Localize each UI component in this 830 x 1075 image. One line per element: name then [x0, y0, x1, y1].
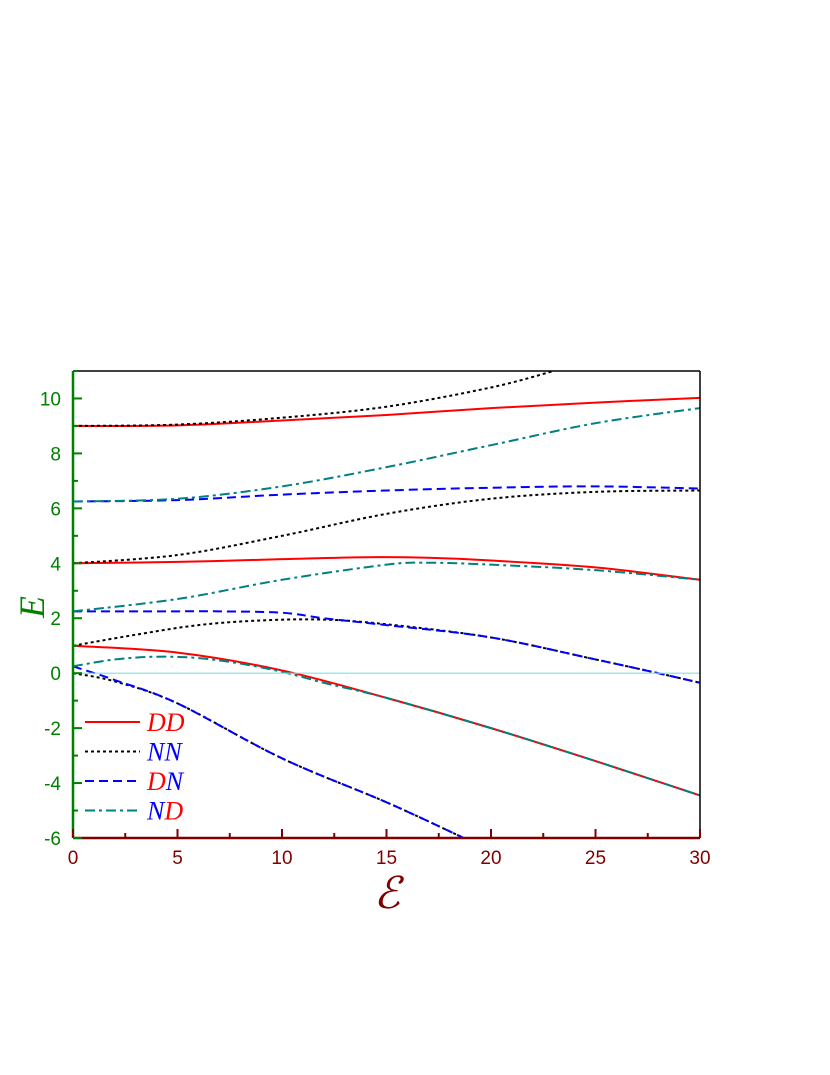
y-tick-label: 6 — [50, 499, 61, 520]
legend-letter: N — [146, 738, 166, 767]
series-line-nn — [73, 618, 700, 684]
legend-letter: D — [146, 708, 166, 737]
legend-letter: D — [146, 767, 166, 796]
x-tick-label: 30 — [689, 848, 710, 869]
y-tick-label: 10 — [40, 389, 61, 410]
ticks: 0 5 10 15 20 25 30 -6 -4 -2 0 2 4 6 8 10 — [40, 370, 711, 869]
legend-label-nd: ND — [146, 797, 183, 826]
y-tick-label: -4 — [44, 774, 61, 795]
legend-letter: N — [165, 767, 185, 796]
x-tick-label: 20 — [480, 848, 501, 869]
x-tick-label: 5 — [172, 848, 183, 869]
legend-letter: N — [163, 738, 183, 767]
series-line-nd — [73, 407, 700, 503]
series-line-nd — [73, 655, 700, 797]
legend-letter: D — [165, 708, 185, 737]
x-tick-label: 15 — [376, 848, 397, 869]
legend-label-dd: DD — [146, 708, 185, 737]
y-axis-label: E — [12, 596, 52, 619]
series-line-nn — [73, 672, 465, 838]
x-tick-label: 0 — [68, 848, 79, 869]
series-line-nn — [73, 371, 554, 427]
legend-letter: N — [146, 797, 166, 826]
series-line-dd — [73, 556, 700, 581]
legend-label-dn: DN — [146, 767, 185, 796]
x-tick-label: 10 — [271, 848, 292, 869]
x-axis-label: ℰ — [374, 869, 405, 918]
legend-label-nn: NN — [146, 738, 183, 767]
y-tick-label: -2 — [44, 719, 61, 740]
series-line-nd — [73, 561, 700, 613]
series-line-dn — [73, 610, 700, 684]
y-tick-label: 4 — [50, 554, 61, 575]
x-tick-label: 25 — [585, 848, 606, 869]
curves — [73, 371, 700, 838]
y-tick-label: 0 — [50, 664, 61, 685]
y-tick-label: 2 — [50, 609, 61, 630]
y-tick-label: -6 — [44, 829, 61, 850]
series-line-nn — [73, 489, 700, 565]
series-line-dn — [73, 485, 700, 503]
y-tick-label: 8 — [50, 444, 61, 465]
series-line-dn — [73, 665, 465, 838]
legend-letter: D — [163, 797, 183, 826]
